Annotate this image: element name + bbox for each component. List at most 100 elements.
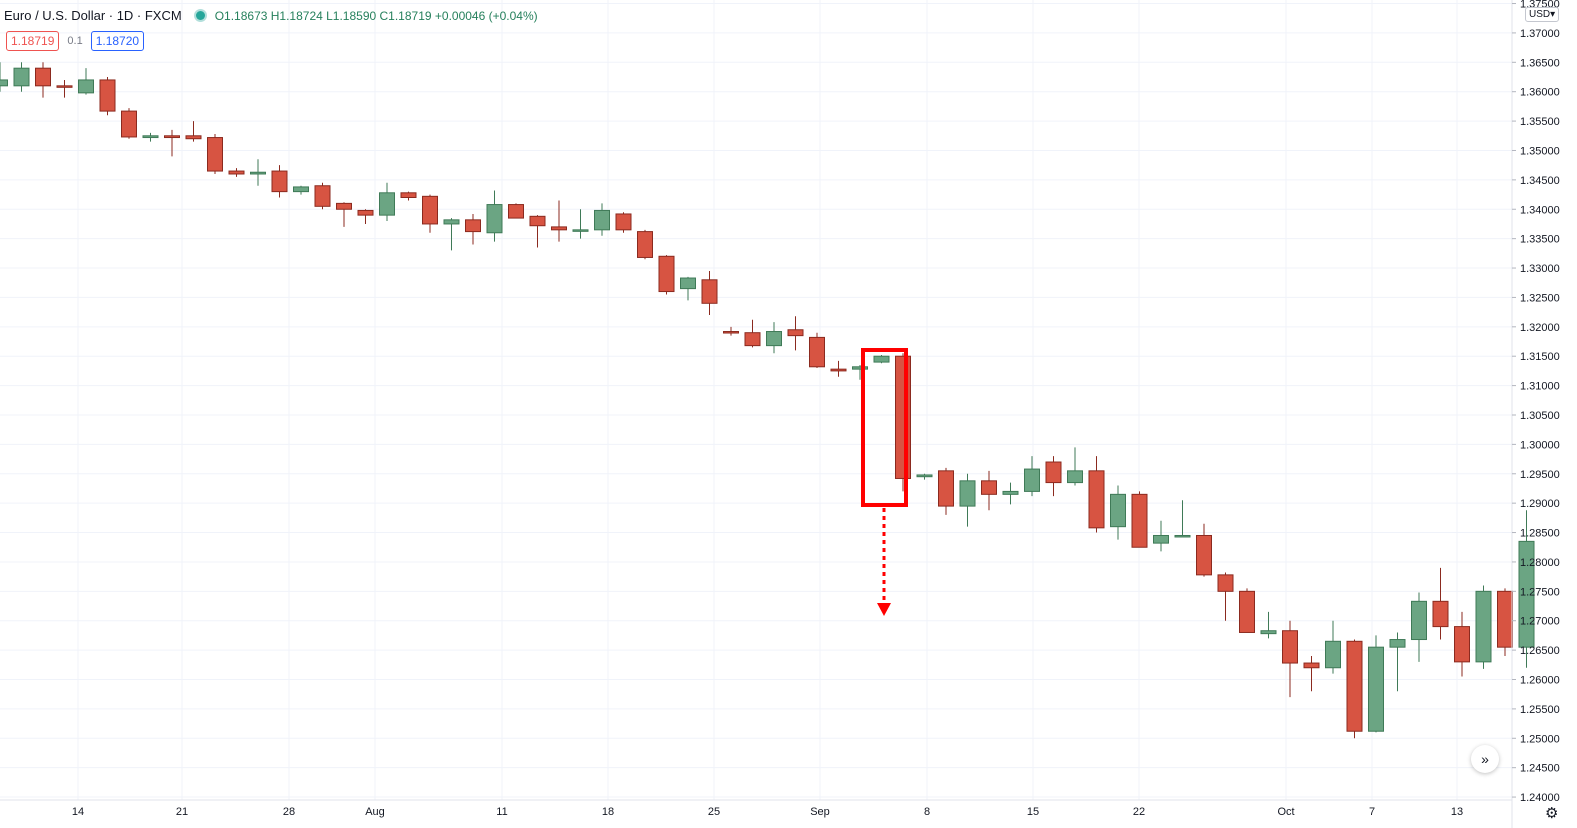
price-tick-label: 1.35000	[1520, 145, 1560, 157]
candle-body	[1088, 470, 1105, 529]
candle-body	[766, 331, 782, 347]
candle-body	[465, 219, 481, 233]
candle-body	[1174, 534, 1191, 538]
candle-body	[1110, 493, 1126, 528]
candle-body	[1153, 534, 1169, 544]
price-tick-label: 1.32500	[1520, 292, 1560, 304]
candle-body	[895, 355, 911, 479]
candle-body	[250, 171, 266, 175]
candle	[250, 159, 266, 186]
price-tick-label: 1.32000	[1520, 322, 1560, 334]
candle-body	[228, 170, 245, 175]
candle	[99, 77, 116, 116]
candle-body	[1454, 626, 1470, 663]
currency-dropdown[interactable]: USD▾	[1525, 7, 1560, 22]
candle	[594, 203, 610, 236]
time-tick-label: Sep	[810, 806, 830, 818]
price-tick-label: 1.36500	[1520, 57, 1560, 69]
candle-body	[336, 202, 352, 210]
price-tick-label: 1.33000	[1520, 263, 1560, 275]
symbol-title[interactable]: Euro / U.S. Dollar · 1D · FXCM	[4, 8, 182, 23]
price-tick-label: 1.26000	[1520, 675, 1560, 687]
candle-body	[207, 137, 223, 172]
time-tick-label: Aug	[365, 806, 385, 818]
time-tick-label: 15	[1027, 806, 1039, 818]
sell-price-button[interactable]: 1.18719	[6, 31, 60, 51]
scroll-to-realtime-button[interactable]: »	[1471, 745, 1499, 773]
candle-body	[35, 67, 51, 87]
candle	[1217, 572, 1234, 621]
candle	[658, 255, 675, 295]
price-axis[interactable]: 1.37500 1.37000 1.36500 1.36000 1.35500 1.350…	[1512, 0, 1560, 804]
candle	[701, 270, 718, 316]
candle-body	[551, 226, 567, 231]
candle-body	[185, 135, 202, 140]
candle-body	[873, 355, 890, 363]
candle-body	[852, 366, 868, 370]
candle	[271, 165, 288, 198]
candle-body	[486, 204, 503, 234]
candle-body	[422, 195, 438, 225]
price-tick-label: 1.37500	[1520, 0, 1560, 11]
candle-body	[1067, 470, 1083, 484]
price-tick-label: 1.34500	[1520, 175, 1560, 187]
currency-label: USD	[1529, 9, 1551, 20]
price-tick-label: 1.34000	[1520, 204, 1560, 216]
time-tick-label: 28	[283, 806, 295, 818]
candle	[723, 326, 739, 336]
gear-icon[interactable]: ⚙	[1545, 805, 1559, 822]
time-tick-label: 7	[1369, 806, 1375, 818]
candle	[56, 79, 73, 98]
price-tick-label: 1.31000	[1520, 381, 1560, 393]
candle-body	[1002, 490, 1019, 495]
price-tick-label: 1.31500	[1520, 351, 1560, 363]
candle	[0, 62, 8, 92]
time-axis[interactable]: 14 21 28 Aug 11 18 25 Sep 8 15 22 Oct 7 13	[72, 806, 1463, 818]
candle-body	[0, 79, 8, 87]
candle-body	[78, 79, 94, 94]
candle	[959, 473, 976, 527]
candle	[142, 132, 159, 142]
candle-body	[1432, 600, 1449, 628]
candle-body	[1346, 640, 1363, 732]
candle	[1110, 485, 1126, 540]
candle-body	[637, 231, 653, 258]
candle	[1432, 567, 1449, 640]
buy-price-button[interactable]: 1.18720	[90, 31, 145, 51]
candle	[1002, 482, 1019, 505]
candle	[1368, 635, 1384, 733]
candle-body	[594, 209, 610, 231]
time-tick-label: 11	[496, 806, 507, 818]
price-tick-label: 1.28000	[1520, 557, 1560, 569]
candle	[1454, 611, 1470, 677]
price-tick-label: 1.24000	[1520, 792, 1560, 804]
candle-body	[314, 185, 331, 207]
price-tick-label: 1.30500	[1520, 410, 1560, 422]
candle	[938, 467, 954, 515]
time-tick-label: 14	[72, 806, 84, 818]
price-tick-label: 1.36000	[1520, 87, 1560, 99]
candle-body	[1282, 630, 1298, 664]
candle	[486, 190, 503, 242]
candle	[873, 355, 890, 364]
candle	[1475, 585, 1492, 669]
candle	[336, 202, 352, 227]
price-tick-label: 1.25000	[1520, 733, 1560, 745]
candle-body	[615, 213, 632, 231]
highlight-box	[861, 348, 908, 507]
candle	[1282, 620, 1298, 698]
candle	[1325, 620, 1341, 674]
price-tick-label: 1.28500	[1520, 528, 1560, 540]
candle	[852, 365, 868, 380]
candle-body	[830, 368, 847, 372]
candle-body	[13, 67, 30, 87]
candle-body	[981, 480, 997, 495]
candle	[185, 121, 202, 142]
candle-body	[1389, 639, 1406, 648]
candle	[35, 62, 51, 98]
candle-body	[572, 229, 589, 232]
candle-body	[99, 79, 116, 112]
candles	[0, 62, 1535, 739]
candle-body	[1260, 630, 1277, 635]
